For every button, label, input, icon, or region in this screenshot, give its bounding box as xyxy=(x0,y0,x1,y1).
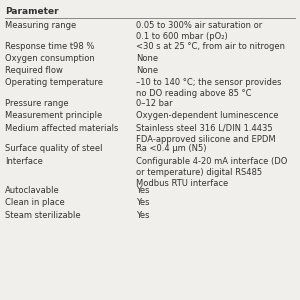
Text: None: None xyxy=(136,54,159,63)
Text: Pressure range: Pressure range xyxy=(5,99,69,108)
Text: Configurable 4-20 mA interface (DO
or temperature) digital RS485
Modbus RTU inte: Configurable 4-20 mA interface (DO or te… xyxy=(136,157,288,188)
Text: <30 s at 25 °C, from air to nitrogen: <30 s at 25 °C, from air to nitrogen xyxy=(136,42,286,51)
Text: Measuring range: Measuring range xyxy=(5,21,76,30)
Text: 0–12 bar: 0–12 bar xyxy=(136,99,173,108)
Text: Steam sterilizable: Steam sterilizable xyxy=(5,211,81,220)
Text: Autoclavable: Autoclavable xyxy=(5,186,60,195)
Text: Yes: Yes xyxy=(136,198,150,207)
Text: Required flow: Required flow xyxy=(5,66,63,75)
Text: –10 to 140 °C; the sensor provides
no DO reading above 85 °C: –10 to 140 °C; the sensor provides no DO… xyxy=(136,78,282,98)
Text: Ra <0.4 μm (N5): Ra <0.4 μm (N5) xyxy=(136,144,207,153)
Text: Clean in place: Clean in place xyxy=(5,198,65,207)
Text: Medium affected materials: Medium affected materials xyxy=(5,124,118,133)
Text: 0.05 to 300% air saturation or
0.1 to 600 mbar (pO₂): 0.05 to 300% air saturation or 0.1 to 60… xyxy=(136,21,263,41)
Text: Measurement principle: Measurement principle xyxy=(5,111,102,120)
Text: Yes: Yes xyxy=(136,211,150,220)
Text: None: None xyxy=(136,66,159,75)
Text: Surface quality of steel: Surface quality of steel xyxy=(5,144,103,153)
Text: Response time t98 %: Response time t98 % xyxy=(5,42,94,51)
Text: Oxygen-dependent luminescence: Oxygen-dependent luminescence xyxy=(136,111,279,120)
Text: Yes: Yes xyxy=(136,186,150,195)
Text: Oxygen consumption: Oxygen consumption xyxy=(5,54,95,63)
Text: Operating temperature: Operating temperature xyxy=(5,78,103,87)
Text: Interface: Interface xyxy=(5,157,43,166)
Text: Parameter: Parameter xyxy=(5,7,58,16)
Text: Stainless steel 316 L/DIN 1.4435
FDA-approved silicone and EPDM: Stainless steel 316 L/DIN 1.4435 FDA-app… xyxy=(136,124,276,144)
